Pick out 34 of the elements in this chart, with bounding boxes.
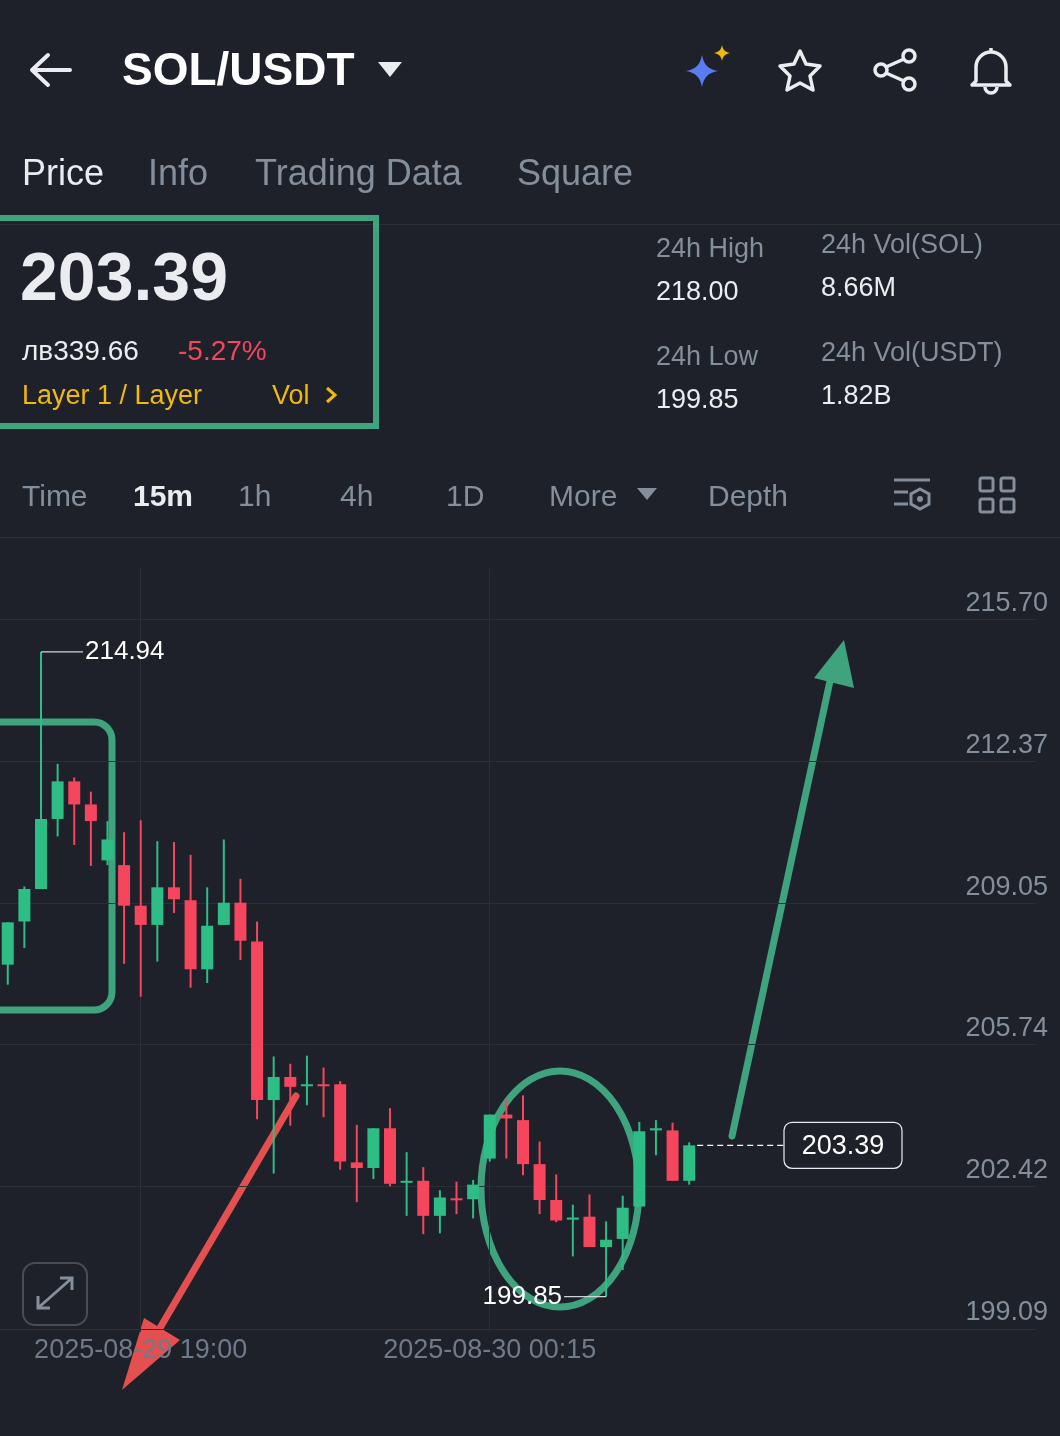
text: 8.66M [821,272,897,302]
text: 203.39 [20,238,228,314]
text: 1h [238,479,272,512]
text: Trading Data [255,152,462,193]
text: 24h Low [656,341,759,371]
x-tick-label: 2025-08-30 00:15 [383,1334,597,1365]
y-tick-label: 212.37 [965,729,1048,760]
text: 218.00 [656,276,739,306]
text: 1D [446,479,485,512]
annotation: 214.94 [85,635,165,666]
y-tick-label: 205.74 [965,1012,1048,1043]
text: Time [22,479,88,512]
text: лв339.66 [22,335,139,366]
text: Vol [272,380,310,410]
text: 24h High [656,233,765,263]
text: 15m [133,479,194,512]
text: Price [22,152,105,193]
y-tick-label: 209.05 [965,871,1048,901]
text: Layer 1 / Layer [22,380,203,410]
text: Info [148,152,209,193]
text: 24h Vol(SOL) [821,229,984,259]
y-tick-label: 215.70 [965,586,1048,617]
text: 24h Vol(USDT) [821,337,1003,367]
ref-line-label: 203.39 [801,1129,885,1160]
text: 4h [340,479,374,512]
text: -5.27% [178,335,267,366]
y-tick-label: 199.09 [965,1296,1048,1327]
text: More [549,479,618,512]
y-tick-label: 202.42 [965,1154,1048,1185]
chart-title: SOL/USDT [122,43,355,95]
text: Square [517,152,634,193]
text: 1.82B [821,380,892,410]
text: 199.85 [656,384,739,414]
text: Depth [708,479,789,512]
